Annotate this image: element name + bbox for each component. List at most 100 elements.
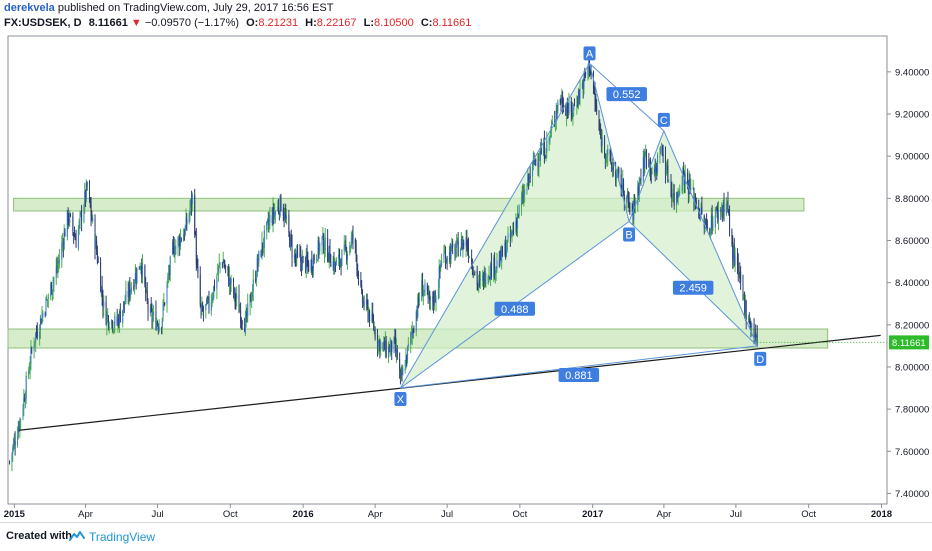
close-label: C: [420, 17, 433, 29]
candle-body [28, 371, 30, 375]
candle-body [266, 221, 268, 231]
candle-body [499, 251, 501, 265]
candle-body [543, 140, 545, 159]
candle-body [701, 206, 703, 214]
candle-body [659, 155, 661, 158]
candle-body [683, 173, 685, 186]
ratio-label-3-bg [558, 367, 600, 382]
candle-body [61, 243, 63, 260]
candle-body [627, 192, 629, 201]
candle-body [380, 342, 382, 350]
candle-body [482, 274, 484, 281]
candle-body [596, 106, 598, 112]
candle-body [567, 112, 569, 114]
candle-body [36, 331, 38, 337]
candle-body [124, 302, 126, 304]
price-axis[interactable]: 9.40000 9.20000 9.00000 8.80000 8.60000 8.400… [887, 67, 929, 500]
candle-body [156, 321, 158, 330]
candle-body [222, 261, 224, 264]
candle-body [96, 241, 98, 252]
candle-body [150, 305, 152, 311]
candle-body [232, 280, 234, 294]
chart-area[interactable]: X A B C D 0.488 0.552 2.459 0.881 9.40000 9.20000… [0, 32, 932, 522]
candle-body [106, 313, 108, 326]
candle-body [621, 188, 623, 190]
candle-body [116, 317, 118, 324]
candle-body [494, 271, 496, 274]
candle-body [749, 325, 751, 327]
candle-body [123, 301, 125, 305]
candle-body [112, 329, 114, 331]
x-tick-label: Apr [78, 509, 93, 520]
candle-body [290, 234, 292, 242]
candle-body [368, 312, 370, 320]
candle-body [465, 237, 467, 247]
candle-body [88, 185, 90, 198]
candle-body [422, 281, 424, 297]
candle-body [251, 292, 253, 298]
candle-body [485, 282, 487, 284]
y-tick-label: 9.00000 [895, 152, 929, 163]
candle-body [479, 279, 481, 281]
candle-body [338, 254, 340, 259]
price-chart[interactable]: X A B C D 0.488 0.552 2.459 0.881 9.40000 9.20000… [0, 32, 932, 522]
candle-body [271, 215, 273, 223]
candle-body [219, 263, 221, 265]
candle-body [463, 242, 465, 245]
current-price-tag-bg [889, 335, 929, 350]
candle-body [103, 301, 105, 307]
high-value: 8.22167 [316, 17, 357, 29]
candle-body [561, 97, 563, 102]
candle-body [720, 208, 722, 213]
symbol-name[interactable]: FX:USDSEK, D [4, 17, 82, 29]
candle-body [654, 167, 656, 173]
candle-body [582, 81, 584, 90]
candle-body [406, 354, 408, 362]
candle-body [461, 238, 463, 250]
candle-body [638, 188, 640, 194]
candle-body [261, 241, 263, 258]
x-tick-label: 2017 [582, 509, 603, 520]
candle-body [471, 258, 473, 262]
candle-body [263, 230, 265, 248]
candle-body [107, 316, 109, 328]
candle-body [510, 232, 512, 237]
price-change: −0.09570 (−1.17%) [144, 17, 240, 29]
candle-body [578, 90, 580, 99]
candle-body [240, 319, 242, 321]
candle-body [743, 294, 745, 296]
author-link[interactable]: derekvela [4, 2, 55, 14]
ratio-label-2: 2.459 [679, 283, 707, 295]
candle-body [221, 263, 223, 265]
candle-body [135, 274, 137, 281]
candle-body [667, 165, 669, 182]
candle-body [39, 317, 41, 331]
candle-body [40, 319, 42, 325]
candle-body [377, 340, 379, 349]
candle-body [101, 285, 103, 297]
tradingview-brand-link[interactable]: TradingView [89, 530, 156, 544]
candle-body [727, 200, 729, 210]
candle-body [278, 212, 280, 216]
candle-body [423, 290, 425, 293]
candle-body [73, 235, 75, 237]
candle-body [722, 202, 724, 212]
candle-body [428, 293, 430, 295]
time-axis[interactable]: 2015 Apr Jul Oct 2016 Apr Jul Oct 2017 Apr Jul Oct 2… [4, 504, 892, 520]
candle-body [245, 311, 247, 319]
candle-body [167, 276, 169, 282]
candle-body [676, 192, 678, 206]
candle-body [427, 288, 429, 296]
x-tick-label: 2018 [871, 509, 892, 520]
candle-body [345, 244, 347, 250]
candle-body [319, 243, 321, 252]
candle-body [67, 209, 69, 222]
candle-body [301, 257, 303, 271]
candle-body [145, 282, 147, 294]
candle-body [291, 242, 293, 258]
candle-body [96, 251, 98, 263]
candle-body [134, 272, 136, 283]
candle-body [85, 190, 87, 200]
candle-body [517, 215, 519, 229]
candle-body [460, 238, 462, 248]
